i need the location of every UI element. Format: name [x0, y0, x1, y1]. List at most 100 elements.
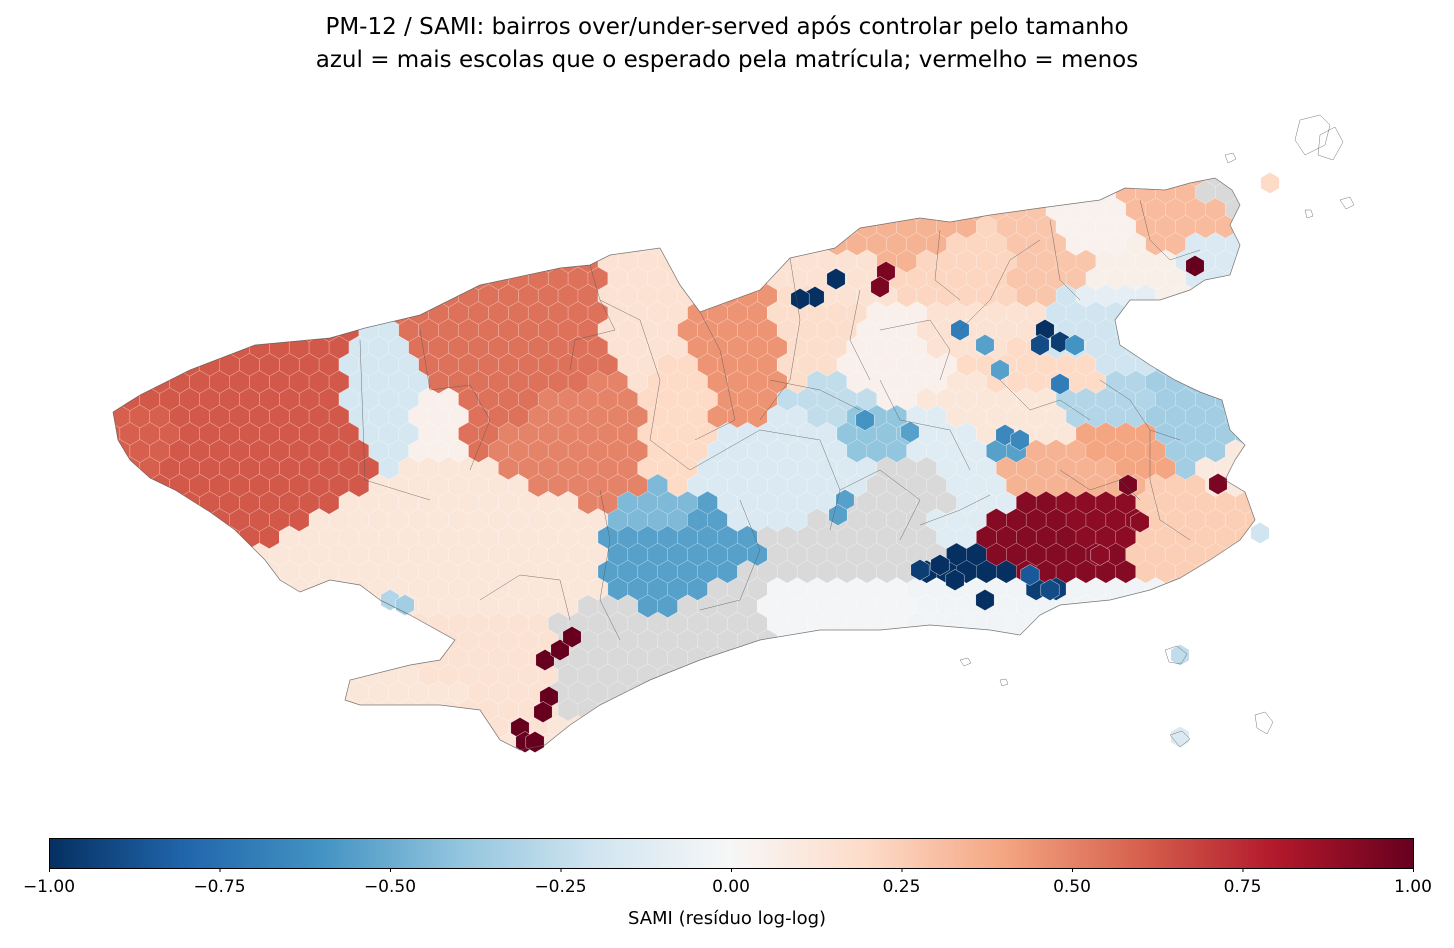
hex-cell: [836, 732, 858, 750]
hex-cell: [587, 178, 609, 187]
colorbar-tick-label: 0.25: [882, 877, 921, 897]
hex-cell: [239, 215, 260, 239]
hex-cell: [1175, 318, 1196, 343]
hex-cell: [1155, 698, 1176, 722]
hex-cell: [289, 197, 310, 222]
hex-cell: [996, 663, 1017, 688]
hex-cell: [428, 178, 449, 187]
hex-cell: [408, 266, 429, 291]
hex-cell: [1025, 680, 1047, 705]
hex-cell: [239, 629, 260, 653]
hex-cell: [1215, 732, 1236, 750]
colorbar-tick-label: 0.00: [712, 877, 750, 897]
hex-cell: [647, 197, 668, 222]
hex-cell: [1135, 663, 1156, 688]
hex-cell: [119, 629, 141, 653]
hex-cell: [846, 646, 868, 670]
hex-cell: [548, 197, 569, 222]
hex-cell: [777, 732, 798, 750]
hex-cell: [617, 732, 638, 750]
hex-cell: [1195, 318, 1216, 343]
hex-cell: [289, 646, 310, 670]
hex-cell: [90, 543, 110, 566]
hex-cell: [448, 178, 469, 187]
hex-cell: [1085, 178, 1107, 187]
hex-cell: [428, 197, 449, 222]
hex-cell: [279, 663, 300, 688]
hex-cell: [149, 542, 170, 567]
hex-cell: [448, 266, 469, 291]
hex-cell: [966, 680, 987, 705]
hex-cell: [1075, 180, 1097, 205]
hex-cell: [159, 698, 180, 722]
hex-cell: [113, 698, 121, 722]
hex-cell: [1006, 715, 1027, 739]
hex-cell: [1055, 663, 1077, 688]
neighborhood-boundary: [599, 489, 621, 641]
hex-cell: [1035, 698, 1057, 722]
hex-cell: [1055, 180, 1077, 205]
hex-cell: [189, 178, 210, 187]
hex-cell: [637, 732, 658, 750]
hex-cell-extreme: [835, 489, 855, 511]
hex-cell: [966, 715, 987, 739]
hex-cell: [1175, 594, 1196, 619]
hex-cell: [1085, 611, 1107, 636]
hex-cell: [1255, 560, 1275, 583]
hex-cell-extreme: [1260, 172, 1280, 194]
hex-cell: [308, 611, 330, 636]
hex-cell-extreme: [1185, 255, 1205, 277]
hex-cell: [518, 180, 539, 205]
hex-cell: [1055, 732, 1077, 750]
hex-cell: [966, 646, 987, 670]
hex-cell: [826, 178, 848, 187]
hex-cell: [1245, 439, 1255, 463]
hex-cell: [737, 215, 758, 239]
hex-cell: [179, 284, 200, 308]
hex-cell: [1245, 646, 1255, 670]
hex-cell: [727, 266, 748, 291]
hex-cell: [1245, 197, 1255, 222]
hex-cell: [627, 197, 648, 222]
hex-cell: [179, 249, 200, 274]
hex-cell: [458, 249, 479, 274]
hex-cell: [189, 301, 210, 325]
hex-cell: [1215, 560, 1236, 584]
hex-cell: [687, 197, 708, 222]
hex-cell: [169, 646, 190, 670]
hex-cell: [637, 698, 658, 722]
hex-cell: [229, 178, 250, 187]
hex-cell: [169, 335, 190, 360]
hex-cell: [866, 178, 887, 187]
hex-cell: [518, 215, 539, 239]
hex-cell: [139, 318, 161, 343]
hex-cell: [1075, 663, 1097, 688]
hex-cell: [209, 680, 230, 705]
hex-cell: [1205, 715, 1226, 739]
hex-cell: [418, 180, 439, 205]
hex-cell: [468, 715, 489, 739]
hex-cell: [139, 180, 161, 205]
hex-cell: [159, 525, 180, 550]
neighborhood-boundary: [359, 339, 431, 501]
hex-cell: [1185, 577, 1206, 601]
hex-cell: [1215, 594, 1236, 619]
hex-cell: [113, 525, 121, 550]
hex-cell: [1265, 405, 1285, 428]
hex-cell: [113, 473, 131, 498]
hex-cell: [727, 197, 748, 222]
hex-cell: [707, 178, 728, 187]
hex-cell: [1225, 301, 1246, 325]
hex-cell: [338, 284, 360, 308]
hex-cell: [408, 232, 429, 256]
hex-cell: [577, 180, 599, 205]
hex-cell: [667, 197, 688, 222]
map-title: PM-12 / SAMI: bairros over/under-served …: [325, 14, 1129, 40]
hex-cell: [249, 266, 270, 291]
hex-cell: [1065, 611, 1087, 636]
hex-cell: [448, 232, 469, 256]
hex-cell: [348, 232, 370, 256]
hex-cell: [1235, 353, 1255, 377]
hex-cell: [1225, 370, 1246, 394]
hex-cell: [916, 663, 937, 688]
